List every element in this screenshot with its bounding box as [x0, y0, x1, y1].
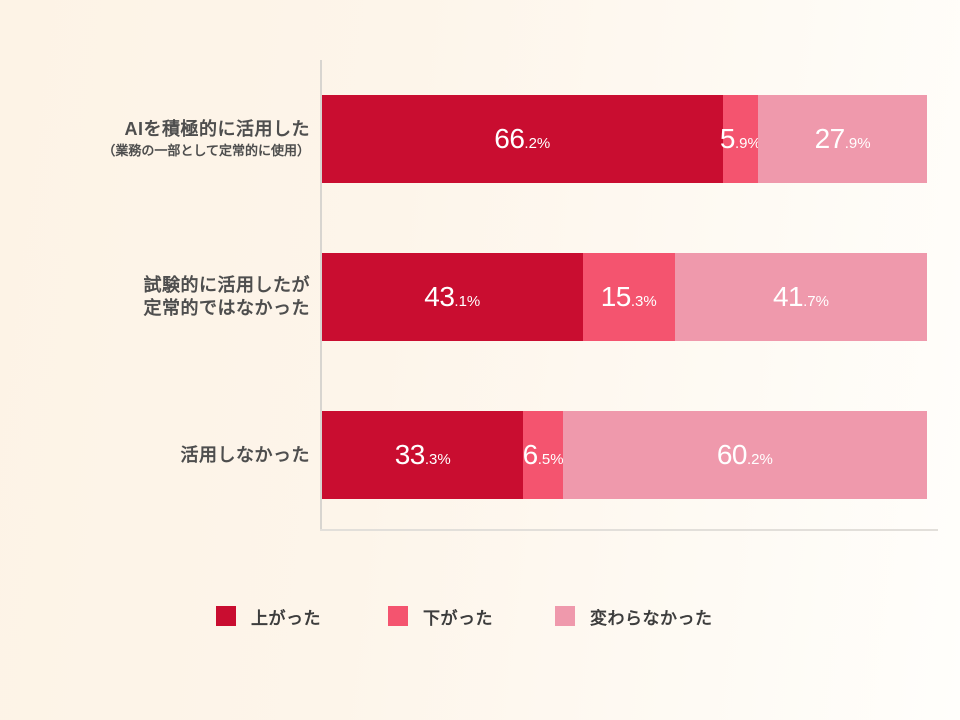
legend-item-down: 下がった: [388, 603, 493, 629]
value-frac: .1%: [454, 293, 481, 310]
bar-segment-down: 5 .9%: [720, 95, 761, 183]
bar-segment-up: 66 .2%: [322, 95, 723, 183]
value-label: 6 .5%: [523, 439, 564, 471]
x-axis-line: [320, 529, 938, 531]
legend-swatch-up: [216, 606, 236, 626]
value-int: 27: [814, 123, 846, 154]
category-label: 活用しなかった: [0, 411, 310, 499]
bar-segment-unchanged: 41 .7%: [674, 253, 927, 341]
value-int: 43: [424, 281, 455, 312]
category-label-line1: 活用しなかった: [180, 444, 310, 465]
value-label: 27 .9%: [815, 123, 871, 155]
chart-row-no-use: 活用しなかった 33 .3% 6 .5% 60: [0, 411, 927, 499]
value-label: 33 .3%: [395, 439, 451, 471]
bar-segment-unchanged: 60 .2%: [562, 411, 927, 499]
y-axis-line: [320, 60, 322, 530]
value-label: 43 .1%: [424, 281, 480, 313]
chart-row-trial-use: 試験的に活用したが 定常的ではなかった 43 .1% 15 .3%: [0, 253, 927, 341]
value-int: 5: [719, 123, 736, 154]
chart-legend: 上がった 下がった 変わらなかった: [0, 603, 960, 629]
chart-row-ai-active-use: AIを積極的に活用した （業務の一部として定常的に使用） 66 .2% 5 .9…: [0, 95, 927, 183]
value-int: 41: [772, 281, 804, 312]
value-label: 15 .3%: [601, 281, 657, 313]
category-label: 試験的に活用したが 定常的ではなかった: [0, 253, 310, 341]
value-label: 66 .2%: [494, 123, 550, 155]
stacked-bar: 66 .2% 5 .9% 27 .9%: [322, 95, 927, 183]
legend-label-down: 下がった: [423, 608, 493, 628]
bar-segment-unchanged: 27 .9%: [758, 95, 927, 183]
value-int: 60: [716, 439, 748, 470]
category-label-line1: AIを積極的に活用した: [124, 118, 310, 139]
value-int: 6: [522, 439, 539, 470]
stacked-bar: 33 .3% 6 .5% 60 .2%: [322, 411, 927, 499]
legend-label-up: 上がった: [251, 608, 321, 628]
value-frac: .2%: [524, 135, 551, 152]
value-frac: .3%: [630, 293, 657, 310]
category-label-line1: 試験的に活用したが: [143, 275, 310, 295]
legend-item-unchanged: 変わらなかった: [555, 603, 713, 629]
chart-plot-area: AIを積極的に活用した （業務の一部として定常的に使用） 66 .2% 5 .9…: [0, 60, 927, 530]
bar-segment-up: 33 .3%: [322, 411, 524, 499]
value-frac: .7%: [803, 293, 829, 310]
legend-item-up: 上がった: [216, 603, 321, 629]
bar-segment-up: 43 .1%: [322, 253, 583, 341]
stacked-bar: 43 .1% 15 .3% 41 .7%: [322, 253, 927, 341]
value-label: 60 .2%: [717, 439, 773, 471]
value-int: 66: [494, 123, 525, 154]
value-int: 15: [600, 281, 632, 312]
value-frac: .2%: [747, 451, 773, 468]
value-int: 33: [394, 439, 426, 470]
value-frac: .3%: [424, 451, 451, 468]
legend-swatch-down: [388, 606, 408, 626]
value-frac: .9%: [844, 135, 871, 152]
value-label: 41 .7%: [773, 281, 829, 313]
category-label-line2: （業務の一部として定常的に使用）: [102, 142, 310, 158]
value-label: 5 .9%: [720, 123, 761, 155]
bar-segment-down: 6 .5%: [523, 411, 564, 499]
value-frac: .5%: [537, 451, 564, 468]
legend-label-unchanged: 変わらなかった: [590, 608, 713, 628]
legend-swatch-unchanged: [555, 606, 575, 626]
value-frac: .9%: [734, 135, 761, 152]
bar-segment-down: 15 .3%: [582, 253, 675, 341]
category-label-line2: 定常的ではなかった: [143, 298, 310, 318]
category-label: AIを積極的に活用した （業務の一部として定常的に使用）: [0, 95, 310, 183]
